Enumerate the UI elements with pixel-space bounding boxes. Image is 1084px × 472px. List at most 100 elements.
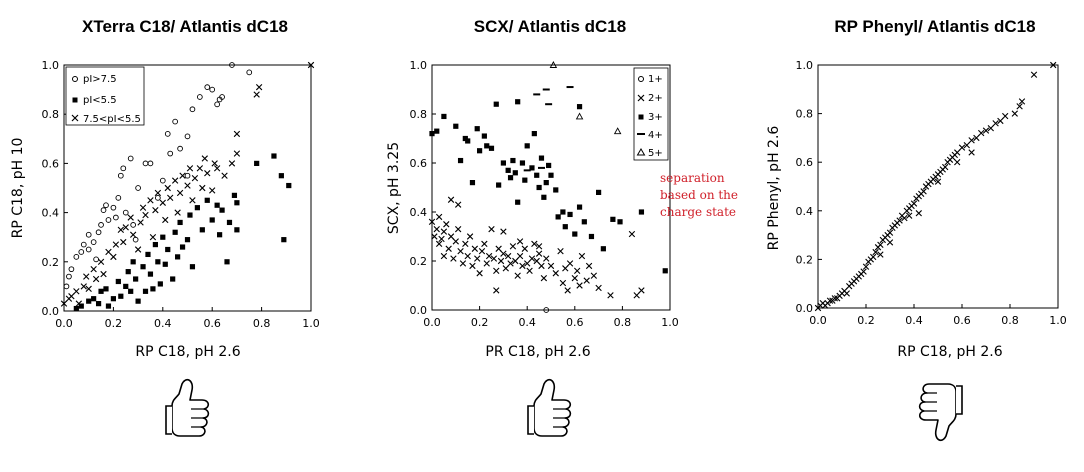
data-point <box>184 182 191 189</box>
data-point <box>152 241 158 248</box>
data-point <box>483 260 490 267</box>
x-tick-label: 0.6 <box>566 316 584 329</box>
data-point <box>286 182 292 189</box>
data-point <box>531 131 537 137</box>
data-point <box>529 165 535 171</box>
data-point <box>963 142 970 149</box>
data-point <box>60 300 68 307</box>
data-point <box>234 227 240 233</box>
y-tick-label: 0.2 <box>42 256 60 269</box>
data-point <box>1016 103 1023 110</box>
y-tick-label: 0.0 <box>796 302 814 315</box>
data-point <box>149 234 157 241</box>
y-tick-label: 0.8 <box>796 108 814 121</box>
panel-1-legend-2: pI<5.5 <box>83 95 117 106</box>
panel-2-legend-4: 4+ <box>648 130 663 141</box>
data-point <box>507 175 514 181</box>
data-point <box>433 225 440 233</box>
data-point <box>512 170 518 176</box>
data-point <box>98 222 104 228</box>
data-point <box>73 288 80 295</box>
data-point <box>170 276 176 282</box>
data-point <box>826 297 834 304</box>
legend-marker-square <box>638 114 644 120</box>
panel-1-legend-3: 7.5<pI<5.5 <box>83 114 141 125</box>
y-tick-label: 0.8 <box>42 108 60 121</box>
data-point <box>204 84 211 90</box>
y-tick-label: 0.0 <box>410 304 428 317</box>
thumbs-up-icon <box>165 378 210 437</box>
data-point <box>910 200 918 207</box>
panel-3-title: RP Phenyl/ Atlantis dC18 <box>834 17 1035 36</box>
data-point <box>585 262 593 270</box>
data-point <box>457 248 464 255</box>
panel-2-legend-5: 5+ <box>648 148 663 159</box>
y-tick-label: 0.4 <box>796 205 814 218</box>
data-point <box>214 202 220 208</box>
data-point <box>68 266 75 273</box>
data-point <box>469 180 476 186</box>
data-point <box>219 207 225 213</box>
data-point <box>954 159 961 166</box>
data-point <box>154 189 162 197</box>
data-point <box>901 214 908 222</box>
data-point <box>617 219 623 225</box>
data-point <box>583 277 590 284</box>
panel-1-legend: pI>7.5 pI<5.5 7.5<pI<5.5 <box>65 66 145 126</box>
data-point <box>662 268 668 274</box>
data-point <box>573 267 581 274</box>
y-tick-label: 0.8 <box>410 108 428 121</box>
data-point <box>233 150 241 157</box>
data-point <box>447 233 455 240</box>
data-point <box>174 209 181 216</box>
data-point <box>526 267 533 274</box>
data-point <box>500 160 506 166</box>
data-point <box>485 252 493 260</box>
data-point <box>484 143 490 149</box>
data-point <box>194 205 200 211</box>
data-point <box>187 212 193 218</box>
data-point <box>450 255 457 262</box>
data-point <box>505 167 511 173</box>
data-point <box>466 233 474 240</box>
data-point <box>519 262 526 270</box>
data-point <box>543 255 550 262</box>
panel-3-ticks: 0.0 0.2 0.4 0.6 0.8 1.0 0.0 0.2 0.4 0.6 0.8 1.0 <box>796 59 1067 327</box>
data-point <box>179 172 186 179</box>
panel-2-legend-1: 1+ <box>648 74 663 85</box>
data-point <box>464 252 471 260</box>
y-tick-label: 0.4 <box>42 207 60 220</box>
y-tick-label: 0.6 <box>42 157 60 170</box>
x-tick-label: 0.2 <box>857 314 875 327</box>
data-point <box>453 123 459 129</box>
panel-2-legend: 1+ 2+ 3+ 4+ 5+ <box>633 67 669 161</box>
panel-2-annotation: separation based on the charge state <box>660 171 738 219</box>
data-point <box>93 256 99 263</box>
data-point <box>555 214 561 220</box>
data-point <box>958 144 966 151</box>
data-point <box>68 293 75 300</box>
data-point <box>562 224 568 230</box>
data-point <box>509 243 517 250</box>
data-point <box>164 131 171 137</box>
panel-1-legend-1: pI>7.5 <box>83 74 117 85</box>
panel-3-points <box>814 61 1057 312</box>
data-point <box>477 148 483 154</box>
x-tick-label: 0.6 <box>203 317 221 330</box>
data-point <box>139 204 147 211</box>
data-point <box>172 118 179 125</box>
data-point <box>95 229 102 236</box>
data-point <box>973 134 980 142</box>
panel-1-xlabel: RP C18, pH 2.6 <box>135 344 240 360</box>
data-point <box>78 249 85 255</box>
data-point <box>142 211 149 219</box>
data-point <box>471 245 479 252</box>
panel-1: XTerra C18/ Atlantis dC18 0.0 0.2 0.4 0.6 0.… <box>10 17 320 360</box>
data-point <box>447 196 455 203</box>
data-point <box>152 206 159 214</box>
data-point <box>132 236 139 243</box>
data-point <box>233 130 241 138</box>
data-point <box>184 172 191 179</box>
data-point <box>576 104 583 110</box>
data-point <box>159 177 166 184</box>
